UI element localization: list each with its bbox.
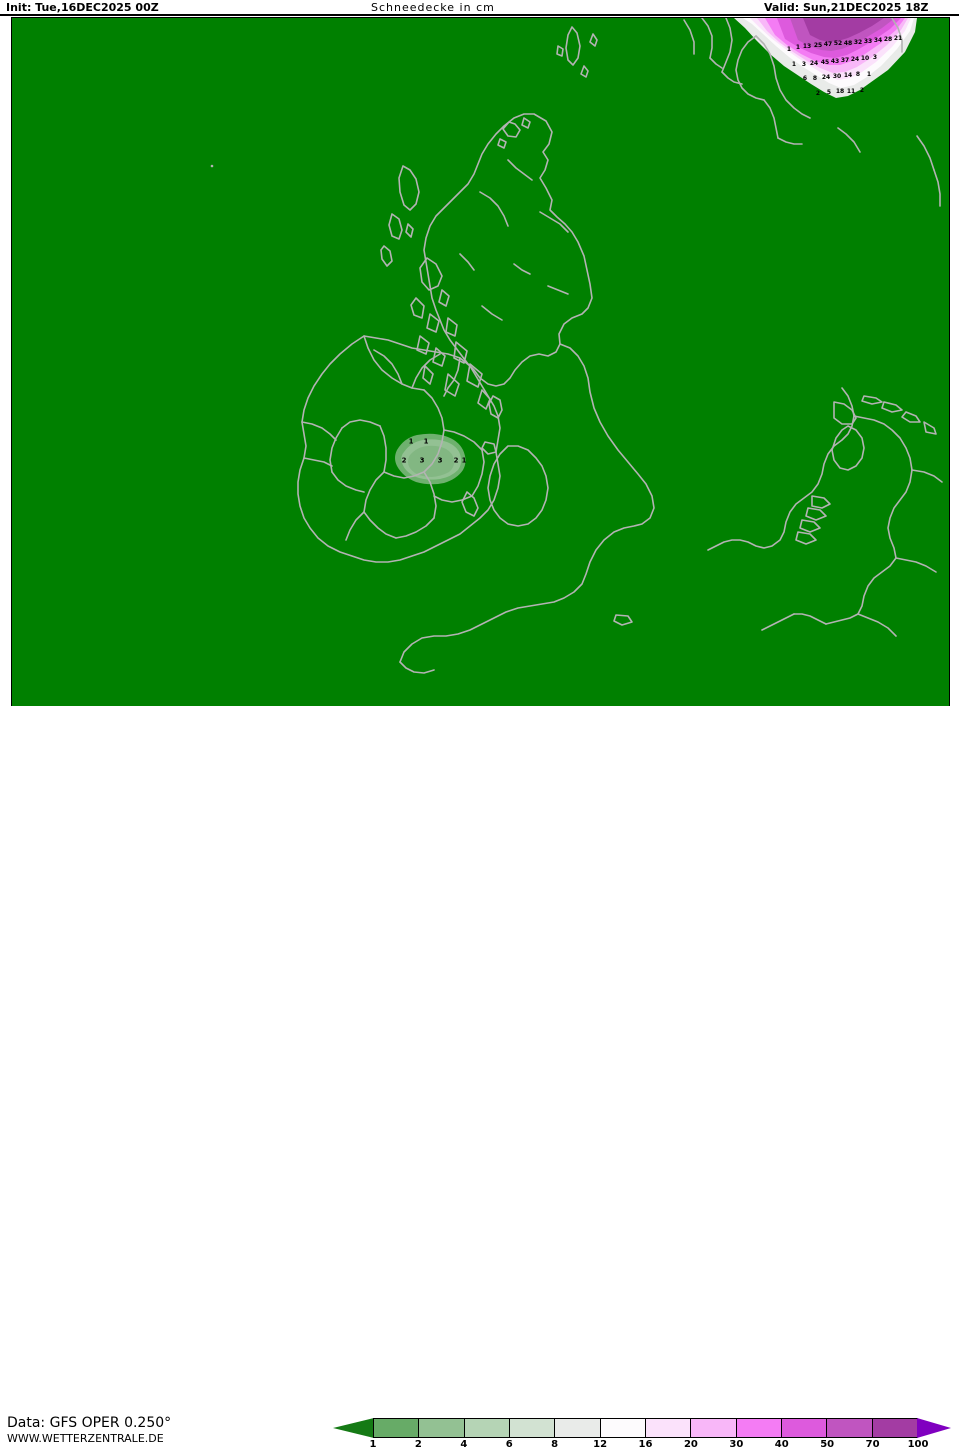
legend-tick-label: 40 xyxy=(774,1439,789,1450)
header-divider xyxy=(0,14,959,16)
station-value: 37 xyxy=(840,57,850,64)
legend-bin-2 xyxy=(464,1419,510,1437)
legend-bin-9 xyxy=(781,1419,828,1437)
station-value: 3 xyxy=(872,54,878,61)
color-scale-legend[interactable]: 1 2 4 6 8 12 16 20 30 40 50 70 100 xyxy=(333,1418,951,1450)
legend-under-arrow xyxy=(333,1418,374,1438)
map-footer: Data: GFS OPER 0.250° WWW.WETTERZENTRALE… xyxy=(0,706,959,1450)
legend-bin-3 xyxy=(509,1419,556,1437)
station-value: 45 xyxy=(820,59,830,66)
station-value: 18 xyxy=(835,88,845,95)
station-value: 48 xyxy=(843,40,853,47)
legend-bin-10 xyxy=(827,1419,873,1437)
station-value: 3 xyxy=(437,456,443,465)
station-value: 1 xyxy=(786,46,792,53)
legend-tick-label: 16 xyxy=(638,1439,653,1450)
init-time-label: Init: Tue,16DEC2025 00Z xyxy=(6,1,159,14)
legend-bin-1 xyxy=(419,1419,465,1437)
legend-blocks xyxy=(373,1418,918,1438)
station-value: 1 xyxy=(461,456,467,465)
legend-tick-label: 2 xyxy=(414,1439,422,1450)
station-value: 1 xyxy=(866,71,872,78)
legend-tick-labels: 1 2 4 6 8 12 16 20 30 40 50 70 100 xyxy=(369,1439,929,1453)
station-value: 3 xyxy=(419,456,425,465)
station-value: 21 xyxy=(893,35,903,42)
page-title: Schneedecke in cm xyxy=(371,1,495,14)
station-value: 52 xyxy=(833,40,843,47)
data-source-label: Data: GFS OPER 0.250° xyxy=(7,1415,172,1431)
station-value: 8 xyxy=(812,75,818,82)
legend-tick-label: 70 xyxy=(865,1439,880,1450)
coastlines-layer xyxy=(297,18,943,674)
snow-field-ireland xyxy=(395,433,466,485)
station-value: 2 xyxy=(453,456,459,465)
station-value: 8 xyxy=(855,71,861,78)
map-header: Init: Tue,16DEC2025 00Z Schneedecke in c… xyxy=(0,0,959,15)
valid-time-label: Valid: Sun,21DEC2025 18Z xyxy=(764,1,929,14)
station-value: 5 xyxy=(826,89,832,96)
snow-field-norway xyxy=(734,18,917,98)
station-value: 32 xyxy=(853,39,863,46)
station-value: 43 xyxy=(830,58,840,65)
legend-bin-8 xyxy=(736,1419,782,1437)
legend-tick-label: 8 xyxy=(551,1439,559,1450)
legend-over-arrow xyxy=(917,1418,951,1438)
legend-bin-11 xyxy=(872,1419,917,1437)
station-value: 2 xyxy=(401,456,407,465)
legend-tick-label: 20 xyxy=(683,1439,698,1450)
legend-tick-label: 12 xyxy=(593,1439,608,1450)
station-value: 1 xyxy=(423,437,429,446)
legend-tick-label: 6 xyxy=(505,1439,513,1450)
legend-bin-5 xyxy=(600,1419,646,1437)
station-value: 1 xyxy=(795,44,801,51)
station-value: 30 xyxy=(832,73,842,80)
station-value: 11 xyxy=(846,88,856,95)
map-canvas[interactable] xyxy=(12,18,947,705)
legend-tick-label: 50 xyxy=(820,1439,835,1450)
legend-bin-6 xyxy=(645,1419,692,1437)
legend-tick-label: 1 xyxy=(369,1439,377,1450)
station-value: 1 xyxy=(791,61,797,68)
station-value: 24 xyxy=(850,56,860,63)
legend-bin-7 xyxy=(691,1419,737,1437)
station-value: 24 xyxy=(809,60,819,67)
station-value: 24 xyxy=(821,74,831,81)
station-value: 13 xyxy=(802,43,812,50)
legend-tick-label: 4 xyxy=(460,1439,468,1450)
website-label: WWW.WETTERZENTRALE.DE xyxy=(7,1432,164,1445)
station-value: 1 xyxy=(408,437,414,446)
station-value: 2 xyxy=(815,90,821,97)
station-value: 34 xyxy=(873,37,883,44)
station-value: 14 xyxy=(843,72,853,79)
legend-tick-label: 100 xyxy=(907,1439,929,1450)
station-value: 28 xyxy=(883,36,893,43)
legend-bin-0 xyxy=(374,1419,420,1437)
station-value: 10 xyxy=(860,55,870,62)
station-value: 6 xyxy=(802,75,808,82)
map-background xyxy=(12,18,947,705)
station-value: 3 xyxy=(801,61,807,68)
station-value: 2 xyxy=(859,87,865,94)
station-value: 47 xyxy=(823,41,833,48)
map-frame[interactable]: 1 1 2 3 3 2 1 1 1 13 25 47 52 48 32 33 3… xyxy=(11,17,950,708)
legend-bin-4 xyxy=(555,1419,601,1437)
station-value: 25 xyxy=(813,42,823,49)
rockall-marker xyxy=(210,164,214,168)
legend-tick-label: 30 xyxy=(729,1439,744,1450)
station-value: 33 xyxy=(863,38,873,45)
